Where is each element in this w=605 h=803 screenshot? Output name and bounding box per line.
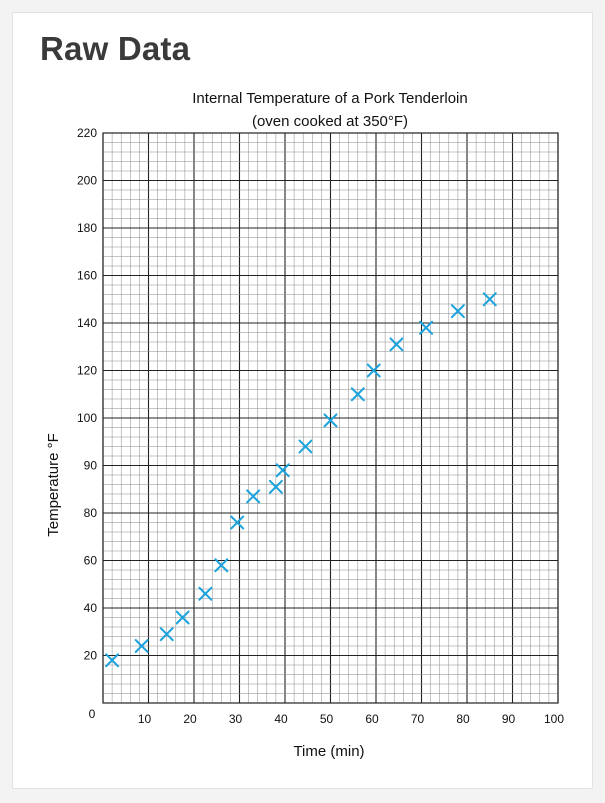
y-tick-label: 180 bbox=[77, 221, 97, 235]
data-point bbox=[175, 610, 190, 625]
chart-title: Internal Temperature of a Pork Tenderloi… bbox=[192, 90, 467, 107]
data-points bbox=[105, 292, 497, 668]
data-point bbox=[134, 639, 149, 653]
x-tick-label: 60 bbox=[365, 712, 379, 726]
data-point bbox=[298, 439, 313, 454]
x-tick-label: 70 bbox=[411, 712, 425, 726]
data-point bbox=[323, 413, 338, 428]
data-point bbox=[419, 320, 434, 335]
y-tick-label: 90 bbox=[84, 459, 98, 473]
data-point bbox=[246, 489, 261, 504]
y-tick-label: 120 bbox=[77, 364, 97, 378]
y-tick-label: 200 bbox=[77, 174, 97, 188]
y-tick-label: 80 bbox=[84, 506, 98, 520]
chart-subtitle: (oven cooked at 350°F) bbox=[252, 113, 408, 130]
plot-border bbox=[102, 132, 559, 704]
y-tick-label: 220 bbox=[77, 126, 97, 140]
y-tick-labels: 20 40 60 80 90 100 120 140 160 180 200 220 bbox=[77, 126, 97, 663]
y-tick-label: 20 bbox=[84, 649, 98, 663]
data-point bbox=[268, 479, 283, 494]
y-tick-label: 140 bbox=[77, 316, 97, 330]
x-tick-label: 30 bbox=[229, 712, 243, 726]
y-axis-label: Temperature °F bbox=[45, 433, 62, 537]
y-tick-label: 100 bbox=[77, 411, 97, 425]
page-title: Raw Data bbox=[40, 30, 191, 67]
x-tick-label: 40 bbox=[274, 712, 288, 726]
y-tick-label: 60 bbox=[84, 554, 98, 568]
x-tick-label: 80 bbox=[456, 712, 470, 726]
data-point bbox=[389, 337, 404, 352]
graph-paper-grid bbox=[102, 132, 559, 704]
x-tick-label: 10 bbox=[138, 712, 152, 726]
x-tick-labels: 10 20 30 40 50 60 70 80 90 100 bbox=[138, 712, 565, 726]
x-tick-label: 90 bbox=[502, 712, 516, 726]
x-tick-label: 100 bbox=[544, 712, 564, 726]
data-point bbox=[450, 304, 465, 319]
y-tick-label: 40 bbox=[84, 601, 98, 615]
x-tick-label: 20 bbox=[183, 712, 197, 726]
x-axis-label: Time (min) bbox=[293, 743, 364, 760]
data-point bbox=[214, 558, 229, 573]
data-point bbox=[366, 363, 381, 378]
data-point bbox=[198, 586, 213, 601]
data-point bbox=[275, 463, 290, 478]
x-tick-label: 50 bbox=[320, 712, 334, 726]
data-point bbox=[159, 627, 174, 642]
origin-label: 0 bbox=[89, 707, 96, 721]
data-point bbox=[230, 515, 245, 530]
y-tick-label: 160 bbox=[77, 269, 97, 283]
data-point bbox=[482, 292, 497, 307]
data-point bbox=[105, 653, 120, 668]
data-point bbox=[350, 387, 365, 402]
